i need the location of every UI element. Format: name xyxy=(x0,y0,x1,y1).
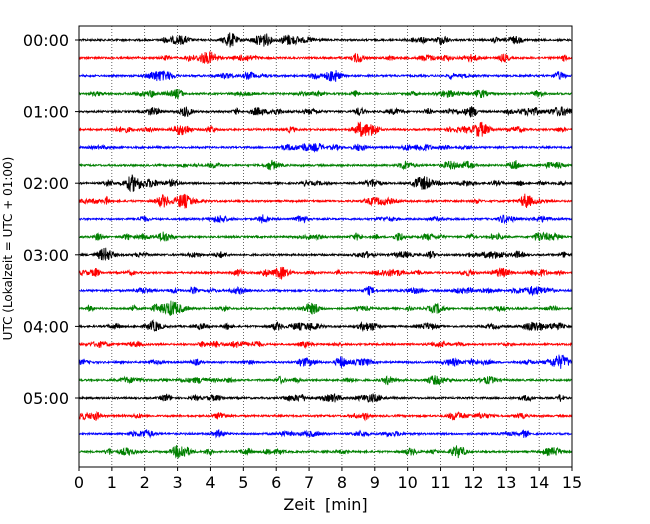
trace-0230 xyxy=(78,214,573,225)
x-tick-label: 5 xyxy=(238,473,248,492)
trace-0500 xyxy=(78,393,573,403)
trace-0330 xyxy=(78,285,573,297)
trace-0545 xyxy=(78,445,573,459)
y-tick-label: 05:00 xyxy=(23,389,69,408)
x-axis-label: Zeit [min] xyxy=(283,495,367,514)
y-tick-label: 02:00 xyxy=(23,174,69,193)
trace-0300 xyxy=(78,247,573,262)
x-tick-label: 11 xyxy=(430,473,450,492)
trace-0100 xyxy=(78,106,573,118)
y-tick-label: 04:00 xyxy=(23,317,69,336)
trace-0245 xyxy=(78,231,573,242)
x-tick-label: 10 xyxy=(397,473,417,492)
y-tick-label: 03:00 xyxy=(23,246,69,265)
trace-0000 xyxy=(78,32,573,48)
x-tick-label: 9 xyxy=(370,473,380,492)
trace-layer xyxy=(78,32,573,459)
y-axis: 00:00 01:00 02:00 03:00 04:00 05:00 xyxy=(23,31,79,408)
trace-0315 xyxy=(78,266,573,281)
trace-0345 xyxy=(78,300,573,316)
x-tick-label: 7 xyxy=(304,473,314,492)
x-tick-label: 15 xyxy=(562,473,582,492)
y-tick-label: 00:00 xyxy=(23,31,69,50)
trace-0400 xyxy=(78,319,573,333)
x-tick-label: 1 xyxy=(107,473,117,492)
trace-0530 xyxy=(78,429,573,439)
trace-0445 xyxy=(78,375,573,386)
trace-0215 xyxy=(78,193,573,209)
x-tick-label: 12 xyxy=(463,473,483,492)
x-tick-label: 6 xyxy=(271,473,281,492)
x-axis: 0 1 2 3 4 5 6 7 8 9 10 11 12 13 14 15 xyxy=(74,467,582,492)
trace-0030 xyxy=(78,70,573,82)
trace-0415 xyxy=(78,340,573,349)
trace-0430 xyxy=(78,354,573,369)
x-tick-label: 8 xyxy=(337,473,347,492)
trace-0115 xyxy=(78,121,573,138)
plot-frame xyxy=(78,25,573,468)
x-tick-label: 13 xyxy=(496,473,516,492)
x-tick-label: 14 xyxy=(529,473,549,492)
x-tick-label: 4 xyxy=(205,473,215,492)
trace-0200 xyxy=(78,174,573,193)
trace-0515 xyxy=(78,410,573,422)
y-tick-label: 01:00 xyxy=(23,103,69,122)
x-tick-label: 0 xyxy=(74,473,84,492)
trace-0045 xyxy=(78,88,573,100)
trace-0145 xyxy=(78,159,573,171)
trace-0130 xyxy=(78,143,573,153)
trace-0015 xyxy=(78,50,573,65)
y-axis-label: UTC (Lokalzeit = UTC + 01:00) xyxy=(1,157,15,341)
x-tick-label: 2 xyxy=(140,473,150,492)
x-tick-label: 3 xyxy=(173,473,183,492)
